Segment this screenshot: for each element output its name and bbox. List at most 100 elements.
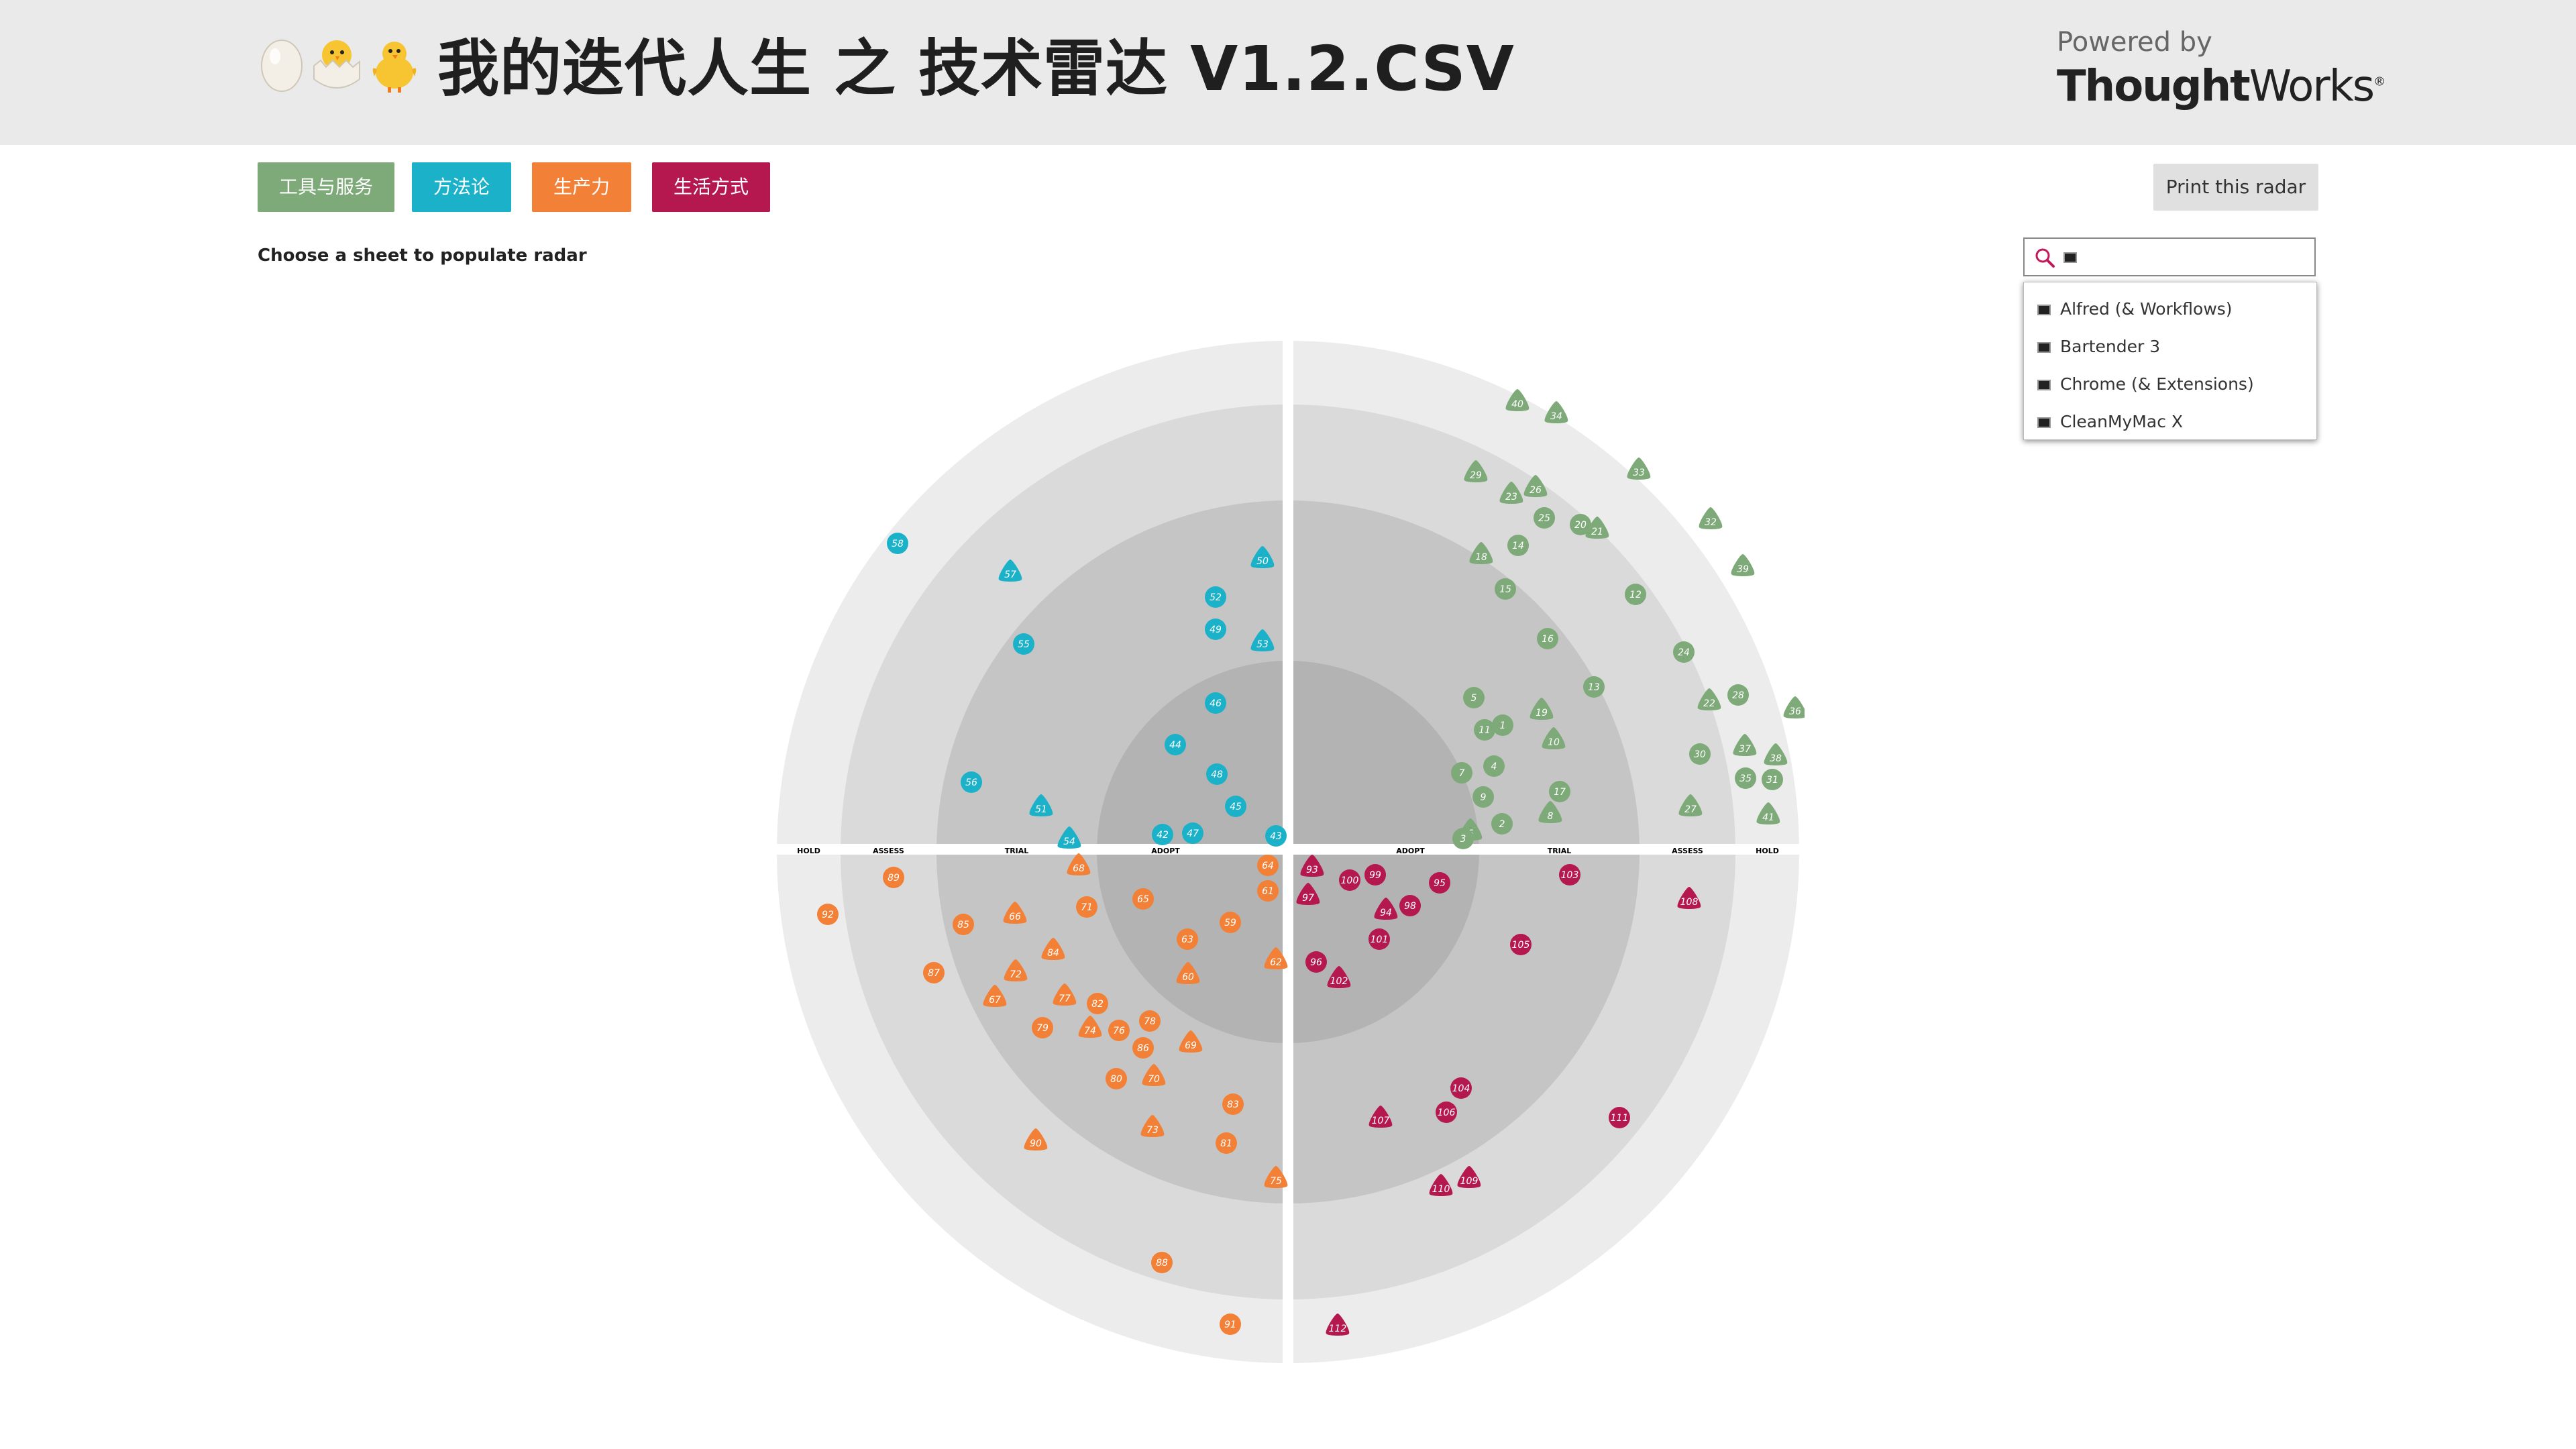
quadrant-button-lifestyle[interactable]: 生活方式 [652, 162, 771, 212]
suggestion-item[interactable]: Chrome (& Extensions) [2024, 366, 2316, 403]
blip-12[interactable]: 12 [1625, 584, 1646, 605]
blip-77[interactable]: 77 [1053, 983, 1077, 1006]
blip-87[interactable]: 87 [923, 962, 945, 983]
blip-85[interactable]: 85 [953, 914, 974, 935]
blip-38[interactable]: 38 [1764, 743, 1788, 765]
blip-5[interactable]: 5 [1463, 687, 1485, 708]
blip-57[interactable]: 57 [998, 559, 1022, 582]
blip-21[interactable]: 21 [1585, 517, 1609, 539]
blip-112[interactable]: 112 [1326, 1313, 1350, 1336]
blip-51[interactable]: 51 [1029, 794, 1053, 816]
blip-74[interactable]: 74 [1078, 1016, 1102, 1038]
blip-4[interactable]: 4 [1483, 755, 1505, 777]
blip-78[interactable]: 78 [1139, 1010, 1161, 1032]
blip-73[interactable]: 73 [1140, 1115, 1165, 1137]
blip-39[interactable]: 39 [1731, 554, 1755, 576]
blip-36[interactable]: 36 [1783, 696, 1805, 718]
print-radar-button[interactable]: Print this radar [2153, 164, 2318, 211]
blip-69[interactable]: 69 [1179, 1030, 1203, 1053]
blip-66[interactable]: 66 [1003, 902, 1027, 924]
suggestion-item[interactable]: Bartender 3 [2024, 328, 2316, 366]
blip-98[interactable]: 98 [1399, 895, 1421, 916]
blip-94[interactable]: 94 [1374, 898, 1398, 920]
blip-106[interactable]: 106 [1436, 1102, 1457, 1123]
blip-17[interactable]: 17 [1549, 781, 1570, 802]
blip-79[interactable]: 79 [1032, 1017, 1053, 1038]
blip-24[interactable]: 24 [1673, 641, 1695, 663]
blip-11[interactable]: 11 [1474, 719, 1495, 741]
blip-2[interactable]: 2 [1491, 813, 1513, 835]
blip-95[interactable]: 95 [1429, 872, 1450, 894]
blip-92[interactable]: 92 [817, 904, 839, 925]
blip-26[interactable]: 26 [1523, 475, 1548, 497]
search-input[interactable] [2084, 244, 2308, 272]
blip-62[interactable]: 62 [1264, 947, 1288, 969]
blip-71[interactable]: 71 [1076, 896, 1097, 918]
blip-55[interactable]: 55 [1013, 633, 1034, 655]
blip-83[interactable]: 83 [1222, 1093, 1244, 1115]
blip-99[interactable]: 99 [1364, 864, 1386, 885]
blip-30[interactable]: 30 [1689, 743, 1711, 765]
blip-22[interactable]: 22 [1697, 688, 1721, 710]
blip-64[interactable]: 64 [1257, 855, 1279, 876]
blip-46[interactable]: 46 [1205, 692, 1226, 714]
blip-102[interactable]: 102 [1327, 966, 1351, 988]
blip-65[interactable]: 65 [1132, 888, 1154, 910]
blip-105[interactable]: 105 [1510, 934, 1532, 955]
blip-75[interactable]: 75 [1264, 1166, 1288, 1188]
quadrant-button-tools[interactable]: 工具与服务 [258, 162, 395, 212]
suggestion-item[interactable]: Alfred (& Workflows) [2024, 290, 2316, 328]
blip-43[interactable]: 43 [1265, 825, 1287, 847]
blip-23[interactable]: 23 [1499, 482, 1523, 504]
blip-13[interactable]: 13 [1583, 676, 1605, 698]
blip-59[interactable]: 59 [1220, 912, 1241, 933]
blip-3[interactable]: 3 [1452, 828, 1474, 849]
blip-19[interactable]: 19 [1529, 698, 1554, 720]
blip-53[interactable]: 53 [1250, 629, 1275, 651]
blip-34[interactable]: 34 [1544, 401, 1568, 423]
blip-27[interactable]: 27 [1678, 794, 1703, 816]
blip-91[interactable]: 91 [1220, 1313, 1241, 1335]
quadrant-button-productivity[interactable]: 生产力 [532, 162, 632, 212]
blip-40[interactable]: 40 [1505, 389, 1529, 411]
blip-63[interactable]: 63 [1177, 928, 1198, 950]
blip-33[interactable]: 33 [1627, 458, 1651, 480]
blip-42[interactable]: 42 [1152, 824, 1173, 845]
blip-15[interactable]: 15 [1495, 578, 1516, 600]
blip-49[interactable]: 49 [1205, 619, 1226, 640]
blip-104[interactable]: 104 [1450, 1077, 1472, 1099]
blip-61[interactable]: 61 [1257, 880, 1279, 902]
blip-16[interactable]: 16 [1537, 628, 1558, 649]
blip-110[interactable]: 110 [1429, 1174, 1453, 1196]
blip-14[interactable]: 14 [1507, 535, 1529, 556]
blip-7[interactable]: 7 [1451, 762, 1472, 784]
blip-86[interactable]: 86 [1132, 1037, 1154, 1059]
search-box[interactable] [2023, 237, 2316, 276]
blip-68[interactable]: 68 [1067, 853, 1091, 875]
blip-37[interactable]: 37 [1733, 734, 1757, 756]
blip-97[interactable]: 97 [1296, 883, 1320, 905]
blip-44[interactable]: 44 [1165, 734, 1186, 755]
quadrant-button-methods[interactable]: 方法论 [412, 162, 512, 212]
blip-67[interactable]: 67 [983, 985, 1007, 1007]
blip-111[interactable]: 111 [1609, 1107, 1630, 1128]
blip-56[interactable]: 56 [961, 771, 982, 793]
blip-100[interactable]: 100 [1339, 869, 1360, 891]
blip-93[interactable]: 93 [1300, 855, 1324, 877]
blip-48[interactable]: 48 [1206, 763, 1228, 785]
blip-32[interactable]: 32 [1699, 507, 1723, 529]
blip-72[interactable]: 72 [1004, 959, 1028, 981]
blip-54[interactable]: 54 [1057, 826, 1081, 849]
blip-8[interactable]: 8 [1538, 801, 1562, 823]
blip-103[interactable]: 103 [1559, 864, 1580, 885]
blip-80[interactable]: 80 [1106, 1068, 1127, 1089]
blip-52[interactable]: 52 [1205, 586, 1226, 608]
blip-1[interactable]: 1 [1492, 714, 1513, 736]
blip-89[interactable]: 89 [883, 867, 904, 888]
blip-84[interactable]: 84 [1041, 938, 1065, 960]
blip-31[interactable]: 31 [1762, 769, 1783, 790]
blip-81[interactable]: 81 [1216, 1132, 1237, 1154]
blip-82[interactable]: 82 [1087, 993, 1108, 1014]
blip-45[interactable]: 45 [1225, 796, 1246, 817]
blip-41[interactable]: 41 [1756, 802, 1780, 824]
